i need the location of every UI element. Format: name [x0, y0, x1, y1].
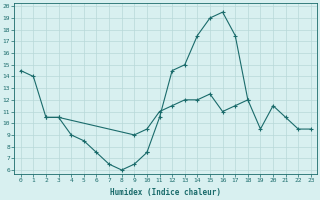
- X-axis label: Humidex (Indice chaleur): Humidex (Indice chaleur): [110, 188, 221, 197]
